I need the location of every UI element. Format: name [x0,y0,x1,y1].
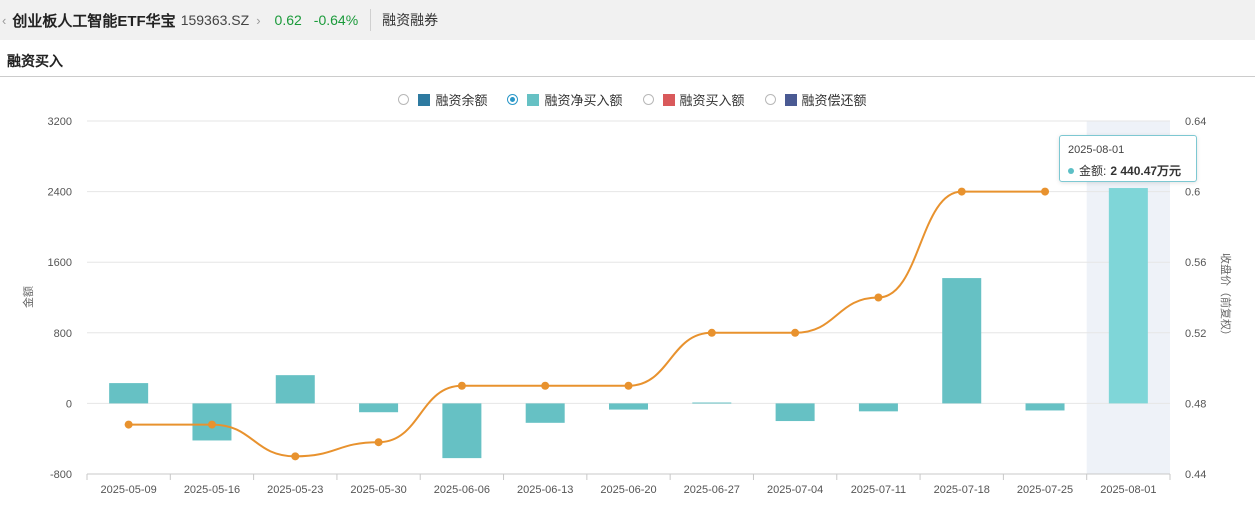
tooltip-date: 2025-08-01 [1068,144,1125,156]
security-code: 159363.SZ [180,12,250,28]
bar [442,403,482,459]
line-point [291,452,300,461]
x-tick-label: 2025-05-30 [350,484,406,496]
bar [1025,403,1065,411]
latest-price: 0.62 [274,12,302,28]
x-tick-label: 2025-07-04 [767,484,823,496]
chart-legend: 融资余额 融资净买入额 融资买入额 融资偿还额 [0,90,1255,109]
legend-swatch [784,93,797,106]
y2-tick-label: 0.56 [1185,257,1206,269]
x-tick-label: 2025-06-06 [434,484,490,496]
y2-axis-title: 收盘价（前复权） [1219,253,1233,341]
x-tick-label: 2025-07-11 [851,484,906,496]
security-name: 创业板人工智能ETF华宝 [12,12,176,30]
legend-swatch [527,93,540,106]
bar [942,278,982,404]
line-point [874,293,883,302]
line-point [1041,187,1050,196]
y2-tick-label: 0.64 [1185,116,1206,128]
line-point [457,381,466,390]
legend-item-repay-amount[interactable]: 融资偿还额 [764,90,867,109]
y-tick-label: -800 [50,469,72,481]
radio-icon[interactable] [398,94,410,105]
bar [275,375,315,404]
y2-tick-label: 0.48 [1185,398,1206,410]
x-tick-label: 2025-06-27 [684,484,740,496]
bar [525,403,565,423]
y-tick-label: 2400 [48,187,72,199]
legend-swatch [662,93,675,106]
line-point [207,420,216,429]
chart-tooltip: 2025-08-01 金额: 2 440.47万元 [1059,135,1197,182]
x-tick-label: 2025-07-25 [1017,484,1073,496]
legend-item-buy-amount[interactable]: 融资买入额 [642,90,745,109]
bar [775,403,815,422]
radio-selected-icon[interactable] [507,94,519,105]
bar [692,402,732,404]
legend-label: 融资余额 [435,93,488,108]
chevron-right-icon[interactable]: › [256,12,261,28]
tooltip-value: 2 440.47万元 [1110,164,1182,178]
legend-label: 融资净买入额 [544,93,623,108]
x-tick-label: 2025-08-01 [1100,484,1156,496]
y-tick-label: 0 [66,398,72,410]
line-point [707,328,716,337]
header-divider [370,9,372,31]
chevron-left-icon[interactable]: ‹ [2,12,7,28]
close-price-line [128,190,1046,458]
line-point [124,420,133,429]
bar [359,403,399,413]
line-point [791,328,800,337]
tooltip-marker-icon [1068,167,1074,174]
y-tick-label: 800 [54,328,72,340]
radio-icon[interactable] [764,94,776,105]
y-tick-label: 3200 [48,116,72,128]
line-point [374,438,383,447]
y2-tick-label: 0.44 [1185,469,1206,481]
line-point [541,381,550,390]
radio-icon[interactable] [642,94,654,105]
x-tick-label: 2025-07-18 [934,484,990,496]
legend-item-net-buy[interactable]: 融资净买入额 [507,90,623,109]
y2-tick-label: 0.6 [1185,187,1200,199]
section-title: 融资买入 [7,53,63,69]
y2-tick-label: 0.52 [1185,328,1206,340]
y-axis-title: 金额 [21,286,35,308]
tooltip-label: 金额: [1079,164,1107,178]
bar [858,403,898,412]
y-tick-label: 1600 [48,257,72,269]
header-bar: ‹ 创业板人工智能ETF华宝 159363.SZ › 0.62 -0.64% 融… [0,0,1255,40]
x-tick-label: 2025-05-16 [184,484,240,496]
line-point [624,381,633,390]
section-divider [0,76,1255,77]
legend-label: 融资买入额 [679,93,745,108]
bar [109,383,149,404]
x-tick-label: 2025-06-13 [517,484,573,496]
x-tick-label: 2025-05-09 [101,484,157,496]
x-tick-label: 2025-06-20 [600,484,656,496]
x-tick-label: 2025-05-23 [267,484,323,496]
legend-label: 融资偿还额 [801,93,867,108]
margin-trading-link[interactable]: 融资融券 [382,12,439,28]
line-point [957,187,966,196]
legend-item-margin-balance[interactable]: 融资余额 [398,90,487,109]
price-change: -0.64% [313,12,359,28]
bar [1108,188,1148,404]
legend-swatch [418,93,431,106]
bar [609,403,648,410]
